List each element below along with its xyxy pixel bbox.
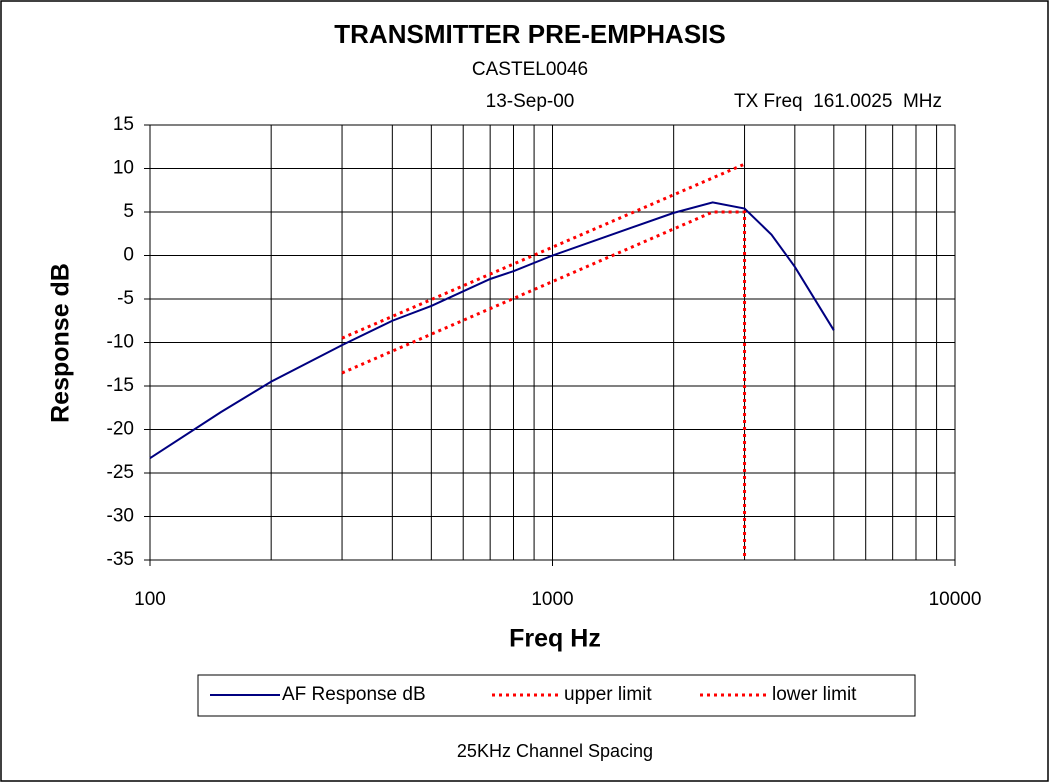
legend-label: lower limit [772,684,857,705]
y-tick-label: 10 [113,158,134,179]
y-tick-label: -5 [117,288,134,309]
plot-border [149,124,956,561]
y-tick-label: 0 [123,245,134,266]
y-tick-label: 5 [123,201,134,222]
tx-freq-label: TX Freq 161.0025 MHz [734,91,942,112]
footer-note: 25KHz Channel Spacing [457,741,653,761]
date-label: 13-Sep-00 [486,91,575,112]
y-tick-label: -15 [107,375,134,396]
chart-subtitle: CASTEL0046 [472,59,588,80]
y-tick-label: -30 [107,506,134,527]
y-tick-label: -10 [107,332,134,353]
series-line [149,201,835,460]
y-tick-label: -20 [107,419,134,440]
y-tick-label: -25 [107,462,134,483]
y-tick-label: 15 [113,114,134,135]
series-line [341,210,747,560]
x-tick-label: 10000 [929,589,982,610]
x-axis-title: Freq Hz [509,625,601,653]
y-axis-title: Response dB [47,263,75,423]
legend-label: AF Response dB [282,684,426,705]
legend-label: upper limit [564,684,652,705]
chart-title: TRANSMITTER PRE-EMPHASIS [334,19,725,49]
y-tick-label: -35 [107,549,134,570]
x-tick-label: 1000 [531,589,573,610]
series-line [341,162,746,340]
x-tick-label: 100 [134,589,166,610]
